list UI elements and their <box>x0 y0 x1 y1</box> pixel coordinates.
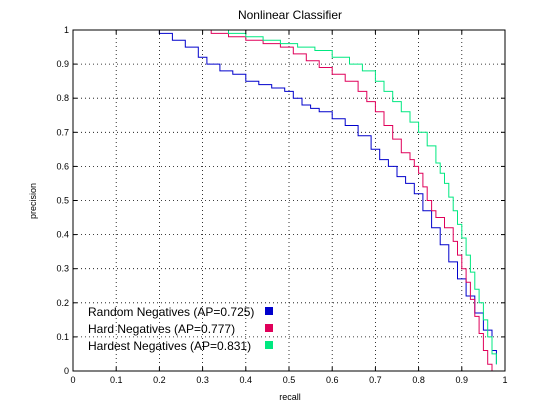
y-tick-label: 0.8 <box>56 93 69 103</box>
legend-swatch-1 <box>265 307 273 315</box>
x-tick-label: 0.4 <box>240 375 253 385</box>
y-tick-label: 0.7 <box>56 127 69 137</box>
y-axis-label: precision <box>28 183 38 219</box>
series-lines <box>137 29 497 371</box>
x-axis-label: recall <box>279 392 301 402</box>
legend-swatch-3 <box>265 341 273 349</box>
y-tick-label: 0.9 <box>56 59 69 69</box>
legend-label-3: Hardest Negatives (AP=0.831) <box>88 339 251 353</box>
x-tick-label: 0.3 <box>196 375 209 385</box>
legend-swatch-2 <box>265 324 273 332</box>
x-tick-label: 0.9 <box>456 375 469 385</box>
legend: Random Negatives (AP=0.725) Hard Negative… <box>88 305 273 353</box>
y-tick-label: 0.4 <box>56 230 69 240</box>
x-tick-label: 0.5 <box>283 375 296 385</box>
legend-label-1: Random Negatives (AP=0.725) <box>88 305 254 319</box>
y-tick-label: 0.1 <box>56 332 69 342</box>
axis-ticks: 0 0.1 0.2 0.3 0.4 0.5 0.6 0.7 0.8 0.9 1 0 0.1 0.2 0.3 0… <box>56 25 507 385</box>
series-line-3 <box>194 29 497 365</box>
y-tick-label: 1 <box>64 25 69 35</box>
grid <box>73 30 505 371</box>
legend-label-2: Hard Negatives (AP=0.777) <box>88 322 235 336</box>
series-line-2 <box>181 29 493 371</box>
x-tick-label: 0.1 <box>110 375 123 385</box>
y-tick-label: 0.3 <box>56 264 69 274</box>
x-tick-label: 0.7 <box>369 375 382 385</box>
x-tick-label: 0.8 <box>412 375 425 385</box>
y-tick-label: 0.6 <box>56 161 69 171</box>
y-tick-label: 0.5 <box>56 196 69 206</box>
x-tick-label: 0 <box>70 375 75 385</box>
y-tick-label: 0 <box>64 366 69 376</box>
x-tick-label: 0.6 <box>326 375 339 385</box>
x-tick-label: 1 <box>502 375 507 385</box>
x-tick-label: 0.2 <box>153 375 166 385</box>
y-tick-label: 0.2 <box>56 298 69 308</box>
chart-title: Nonlinear Classifier <box>238 8 342 22</box>
series-line-1 <box>137 29 497 365</box>
